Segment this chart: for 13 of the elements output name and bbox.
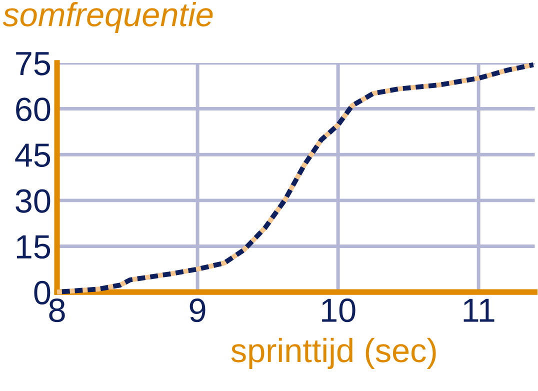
x-tick-label: 10 <box>322 298 356 322</box>
line-series <box>54 62 536 295</box>
y-tick-label: 60 <box>16 98 50 122</box>
y-tick-label: 30 <box>16 189 50 213</box>
y-tick-label: 45 <box>15 144 50 168</box>
x-axis-title: sprinttijd (sec) <box>231 338 436 369</box>
y-tick-label: 15 <box>16 235 50 259</box>
x-tick-label: 8 <box>49 298 65 322</box>
y-axis-title: somfrequentie <box>2 2 213 34</box>
x-tick-label: 11 <box>464 298 494 322</box>
y-tick-label: 0 <box>34 280 50 304</box>
y-tick-label: 75 <box>16 52 50 76</box>
x-tick-label: 9 <box>190 298 206 322</box>
